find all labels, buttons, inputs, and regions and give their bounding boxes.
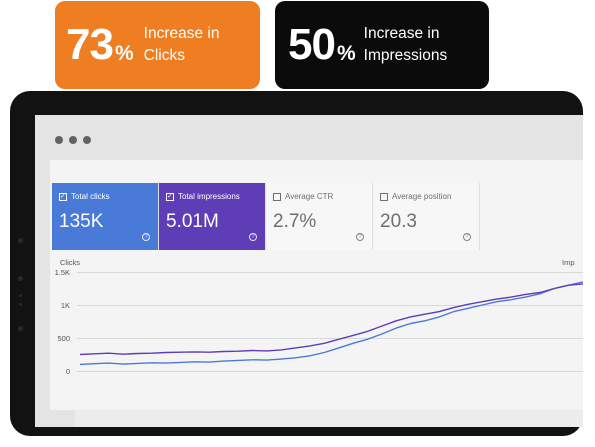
window-dot-icon[interactable] — [55, 136, 63, 144]
impressions-increase-line2: Impressions — [363, 47, 448, 64]
clicks-increase-badge: 73 % Increase in Clicks — [55, 1, 260, 89]
performance-chart: Clicks Imp 1.5K 1K 500 0 — [50, 250, 583, 427]
window-controls — [55, 136, 91, 144]
chart-date-axis-area — [75, 410, 583, 427]
series-line-clicks — [79, 281, 583, 366]
y-axis-title: Clicks — [60, 258, 80, 267]
y-tick-label: 500 — [57, 334, 70, 343]
right-axis-title: Imp — [562, 258, 575, 267]
metric-cards: ✓ Total clicks 135K ? ✓ Total impression… — [52, 183, 480, 250]
checkbox-unchecked-icon[interactable] — [273, 192, 281, 201]
gridline — [77, 371, 583, 372]
search-console-performance-panel: ✓ Total clicks 135K ? ✓ Total impression… — [50, 160, 583, 427]
camera-dot-icon — [18, 238, 23, 243]
window-dot-icon[interactable] — [69, 136, 77, 144]
chart-lines — [79, 281, 583, 366]
help-icon[interactable]: ? — [463, 233, 471, 241]
clicks-increase-value: 73 — [66, 20, 114, 69]
gridline — [77, 305, 583, 306]
sensor-small-dot-icon — [19, 294, 22, 297]
tablet-screen: ✓ Total clicks 135K ? ✓ Total impression… — [35, 115, 583, 427]
impressions-increase-text: Increase in Impressions — [364, 23, 448, 67]
window-dot-icon[interactable] — [83, 136, 91, 144]
clicks-increase-line1: Increase in — [143, 25, 220, 42]
y-tick-label: 1K — [60, 301, 70, 310]
sensor-small-dot-icon — [19, 303, 22, 306]
card-label: Average position — [392, 192, 452, 201]
card-label: Average CTR — [285, 192, 334, 201]
card-value: 2.7% — [273, 211, 317, 232]
help-icon[interactable]: ? — [356, 233, 364, 241]
gridline — [77, 272, 583, 273]
series-line-impressions — [79, 283, 583, 356]
card-value: 135K — [59, 211, 104, 232]
impressions-increase-percent-sign: % — [336, 41, 356, 65]
checkbox-unchecked-icon[interactable] — [380, 192, 388, 201]
impressions-increase-value: 50 — [288, 20, 336, 69]
checkbox-checked-icon[interactable]: ✓ — [166, 192, 174, 201]
average-position-card[interactable]: Average position 20.3 ? — [373, 183, 480, 250]
impressions-increase-badge: 50 % Increase in Impressions — [275, 1, 489, 89]
card-value: 5.01M — [166, 211, 219, 232]
y-tick-label: 1.5K — [54, 268, 70, 277]
help-icon[interactable]: ? — [249, 233, 257, 241]
total-impressions-card[interactable]: ✓ Total impressions 5.01M ? — [159, 183, 266, 250]
sensor-dot-icon — [18, 276, 23, 281]
tablet-device: ✓ Total clicks 135K ? ✓ Total impression… — [10, 91, 583, 436]
help-icon[interactable]: ? — [142, 233, 150, 241]
card-value: 20.3 — [380, 211, 417, 232]
button-dot-icon — [18, 326, 23, 331]
impressions-increase-line1: Increase in — [363, 25, 440, 42]
checkbox-checked-icon[interactable]: ✓ — [59, 192, 67, 201]
average-ctr-card[interactable]: Average CTR 2.7% ? — [266, 183, 373, 250]
total-clicks-card[interactable]: ✓ Total clicks 135K ? — [52, 183, 159, 250]
gridline — [77, 338, 583, 339]
clicks-increase-text: Increase in Clicks — [144, 23, 220, 67]
card-label: Total clicks — [71, 192, 110, 201]
clicks-increase-percent-sign: % — [114, 41, 134, 65]
y-tick-label: 0 — [65, 367, 70, 376]
card-label: Total impressions — [178, 192, 240, 201]
clicks-increase-line2: Clicks — [143, 47, 185, 64]
